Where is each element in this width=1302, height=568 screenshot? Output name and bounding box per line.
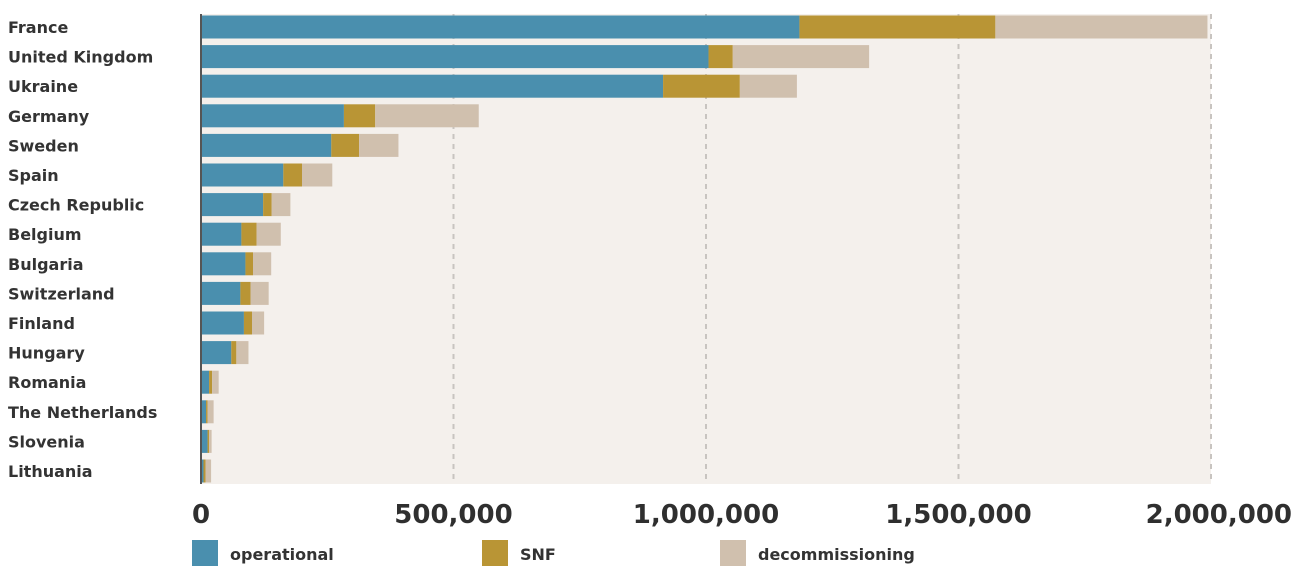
bar-operational [201,104,344,128]
category-label: Bulgaria [8,255,84,274]
category-label: France [8,18,68,37]
bar-decommissioning [212,370,219,394]
bar-snf [663,74,740,98]
category-label: Slovenia [8,432,85,451]
bar-operational [201,133,332,157]
bar-snf [283,163,302,187]
bar-decommissioning [271,193,291,217]
bar-snf [263,193,272,217]
category-label: Romania [8,373,86,392]
category-label: Hungary [8,344,85,363]
bar-operational [201,222,242,246]
x-tick-labels: 0 500,000 1,000,000 1,500,000 2,000,000 [192,500,1292,530]
x-tick-label: 2,000,000 [1146,500,1292,530]
category-label: Finland [8,314,75,333]
category-label: Switzerland [8,284,115,303]
x-tick-label: 500,000 [394,500,512,530]
bar-decommissioning [250,281,269,305]
legend-swatch [192,540,218,566]
bar-operational [201,429,208,453]
bar-snf [708,45,733,69]
category-label: Spain [8,166,59,185]
bar-decommissioning [256,222,281,246]
bar-snf [206,400,208,424]
x-tick-label: 1,500,000 [885,500,1031,530]
bar-decommissioning [252,311,265,335]
bar-operational [201,311,244,335]
category-label: Belgium [8,225,82,244]
bar-operational [201,45,709,69]
category-label: United Kingdom [8,48,153,67]
bar-operational [201,281,241,305]
bar-snf [245,252,254,276]
bar-decommissioning [253,252,272,276]
bar-decommissioning [359,133,399,157]
bar-operational [201,193,264,217]
bar-decommissioning [209,429,212,453]
bar-snf [231,341,237,365]
category-label: Lithuania [8,462,93,481]
bar-operational [201,15,800,39]
bar-snf [209,370,213,394]
bar-operational [201,400,207,424]
legend: operational SNF decommissioning [192,540,915,566]
legend-label: decommissioning [758,545,915,564]
category-label: Germany [8,107,90,126]
bar-snf [799,15,996,39]
bar-decommissioning [236,341,249,365]
bar-decommissioning [732,45,870,69]
x-tick-label: 1,000,000 [633,500,779,530]
gridlines [452,14,1212,484]
legend-label: SNF [520,545,556,564]
category-labels: France United Kingdom Ukraine Germany Sweden… [8,18,157,481]
x-tick-label: 0 [192,500,210,530]
bar-decommissioning [375,104,479,128]
category-label: Czech Republic [8,196,144,215]
legend-swatch [482,540,508,566]
category-label: The Netherlands [8,403,157,422]
bar-operational [201,459,204,483]
bar-snf [240,281,251,305]
bar-snf [207,429,210,453]
bar-decommissioning [995,15,1208,39]
bar-operational [201,252,246,276]
bar-snf [331,133,360,157]
bar-decommissioning [205,459,212,483]
bar-operational [201,370,210,394]
category-label: Sweden [8,136,79,155]
bar-snf [203,459,206,483]
bar-decommissioning [302,163,333,187]
bar-decommissioning [739,74,797,98]
legend-label: operational [230,545,334,564]
bar-snf [343,104,376,128]
bar-snf [243,311,253,335]
bar-operational [201,74,664,98]
bar-operational [201,341,232,365]
bar-decommissioning [207,400,214,424]
bars [201,15,1208,483]
category-label: Ukraine [8,77,78,96]
legend-swatch [720,540,746,566]
bar-snf [241,222,257,246]
bar-operational [201,163,284,187]
